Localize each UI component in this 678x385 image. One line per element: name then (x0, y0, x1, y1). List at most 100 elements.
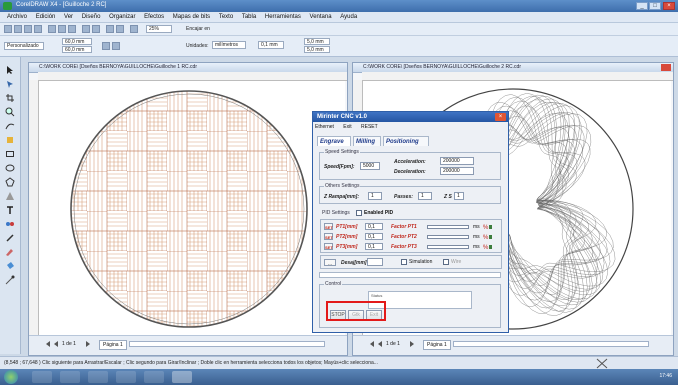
undo-icon[interactable] (82, 25, 90, 33)
previous-page-icon[interactable] (377, 341, 383, 347)
next-page-icon[interactable] (85, 341, 91, 347)
speed-input[interactable]: 5000 (360, 162, 380, 170)
taskbar-coreldraw-icon[interactable] (144, 371, 164, 383)
eyedropper-tool-icon[interactable] (5, 233, 15, 243)
next-page-icon[interactable] (409, 341, 415, 347)
text-tool-icon[interactable] (5, 205, 15, 215)
tab-milling[interactable]: Milling (353, 136, 381, 146)
set-pt1-button[interactable]: SET (324, 223, 333, 230)
fill-outline-indicator-icon[interactable] (596, 358, 608, 369)
vertical-ruler[interactable] (29, 80, 39, 335)
page-tab[interactable]: Página 1 (423, 340, 451, 350)
pt1-input[interactable]: 0,1 (365, 223, 383, 230)
deceleration-input[interactable]: 200000 (440, 167, 474, 175)
redo-icon[interactable] (92, 25, 100, 33)
menu-ayuda[interactable]: Ayuda (340, 14, 358, 20)
crop-tool-icon[interactable] (5, 93, 15, 103)
cut-icon[interactable] (48, 25, 56, 33)
save-icon[interactable] (24, 25, 32, 33)
menu-reset[interactable]: RESET (361, 124, 378, 130)
passes-input[interactable]: 1 (418, 192, 432, 200)
factor-pt3-slider[interactable] (427, 245, 469, 249)
dialog-close-icon[interactable]: × (495, 113, 506, 121)
wire-checkbox[interactable] (443, 259, 449, 265)
paste-icon[interactable] (68, 25, 76, 33)
horizontal-ruler[interactable] (38, 72, 347, 81)
horizontal-ruler[interactable] (362, 72, 673, 81)
pt3-input[interactable]: 0,1 (365, 243, 383, 250)
page-preset-select[interactable]: Personalizado (4, 42, 44, 50)
interactive-fill-tool-icon[interactable] (5, 275, 15, 285)
pt2-input[interactable]: 0,1 (365, 233, 383, 240)
basic-shapes-tool-icon[interactable] (5, 191, 15, 201)
maximize-icon[interactable]: □ (649, 2, 661, 10)
desaj-input[interactable] (367, 258, 383, 266)
menu-herramientas[interactable]: Herramientas (264, 14, 301, 20)
drawing-canvas[interactable] (39, 81, 345, 335)
horizontal-scrollbar[interactable] (453, 341, 649, 347)
menu-mapas-de-bits[interactable]: Mapas de bits (172, 14, 211, 20)
outline-tool-icon[interactable] (5, 247, 15, 257)
taskbar-ie-icon[interactable] (32, 371, 52, 383)
zoom-tool-icon[interactable] (5, 107, 15, 117)
menu-organizar[interactable]: Organizar (109, 14, 136, 20)
menu-archivo[interactable]: Archivo (7, 14, 28, 20)
snap-to-label[interactable]: Encajar en (186, 26, 210, 32)
acceleration-input[interactable]: 200000 (440, 157, 474, 165)
pick-tool-icon[interactable] (5, 65, 15, 75)
import-icon[interactable] (106, 25, 114, 33)
copy-icon[interactable] (58, 25, 66, 33)
close-icon[interactable]: × (663, 2, 675, 10)
fill-tool-icon[interactable] (5, 261, 15, 271)
freehand-tool-icon[interactable] (5, 121, 15, 131)
menu-tabla[interactable]: Tabla (241, 14, 257, 20)
previous-page-icon[interactable] (53, 341, 59, 347)
menu-diseno[interactable]: Diseño (81, 14, 101, 20)
page-width-input[interactable]: 60,0 mm (62, 38, 92, 45)
factor-pt2-slider[interactable] (427, 235, 469, 239)
taskbar-explorer-icon[interactable] (60, 371, 80, 383)
first-page-icon[interactable] (369, 341, 375, 347)
z-ramp-input[interactable]: 1 (368, 192, 382, 200)
menu-ethernet[interactable]: Ethernet (315, 124, 334, 130)
portrait-icon[interactable] (102, 42, 110, 50)
landscape-icon[interactable] (112, 42, 120, 50)
taskbar-cnc-icon[interactable] (172, 371, 192, 383)
tab-positioning[interactable]: Positioning (383, 136, 429, 146)
taskbar-app-icon[interactable] (116, 371, 136, 383)
open-file-icon[interactable] (14, 25, 22, 33)
minimize-icon[interactable]: _ (636, 2, 648, 10)
menu-ventana[interactable]: Ventana (309, 14, 332, 20)
units-select[interactable]: milímetros (212, 41, 246, 49)
first-page-icon[interactable] (45, 341, 51, 347)
menu-efectos[interactable]: Efectos (144, 14, 165, 20)
zoom-level-select[interactable]: 25% (146, 25, 172, 33)
start-button-icon[interactable] (4, 370, 18, 384)
page-tab[interactable]: Página 1 (99, 340, 127, 350)
shape-tool-icon[interactable] (5, 79, 15, 89)
document-close-icon[interactable] (661, 64, 671, 71)
export-icon[interactable] (116, 25, 124, 33)
taskbar-media-icon[interactable] (88, 371, 108, 383)
set-pt2-button[interactable]: SET (324, 233, 333, 240)
simulation-checkbox[interactable] (401, 259, 407, 265)
pid-enabled-checkbox[interactable] (356, 210, 362, 216)
horizontal-scrollbar[interactable] (129, 341, 325, 347)
polygon-tool-icon[interactable] (5, 177, 15, 187)
ellipse-tool-icon[interactable] (5, 163, 15, 173)
application-launcher-icon[interactable] (130, 25, 138, 33)
tab-engrave[interactable]: Engrave (317, 136, 351, 146)
set-pt3-button[interactable]: SET (324, 243, 333, 250)
rectangle-tool-icon[interactable] (5, 149, 15, 159)
smart-fill-tool-icon[interactable] (5, 135, 15, 145)
duplicate-y-input[interactable]: 5,0 mm (304, 46, 330, 53)
print-icon[interactable] (34, 25, 42, 33)
duplicate-x-input[interactable]: 5,0 mm (304, 38, 330, 45)
z-s-input[interactable]: 1 (454, 192, 464, 200)
nudge-distance-input[interactable]: 0,1 mm (258, 41, 284, 49)
menu-exit[interactable]: Exit (343, 124, 352, 130)
factor-pt1-slider[interactable] (427, 225, 469, 229)
menu-texto[interactable]: Texto (218, 14, 234, 20)
menu-ver[interactable]: Ver (64, 14, 74, 20)
desaj-button[interactable]: … (324, 259, 336, 266)
